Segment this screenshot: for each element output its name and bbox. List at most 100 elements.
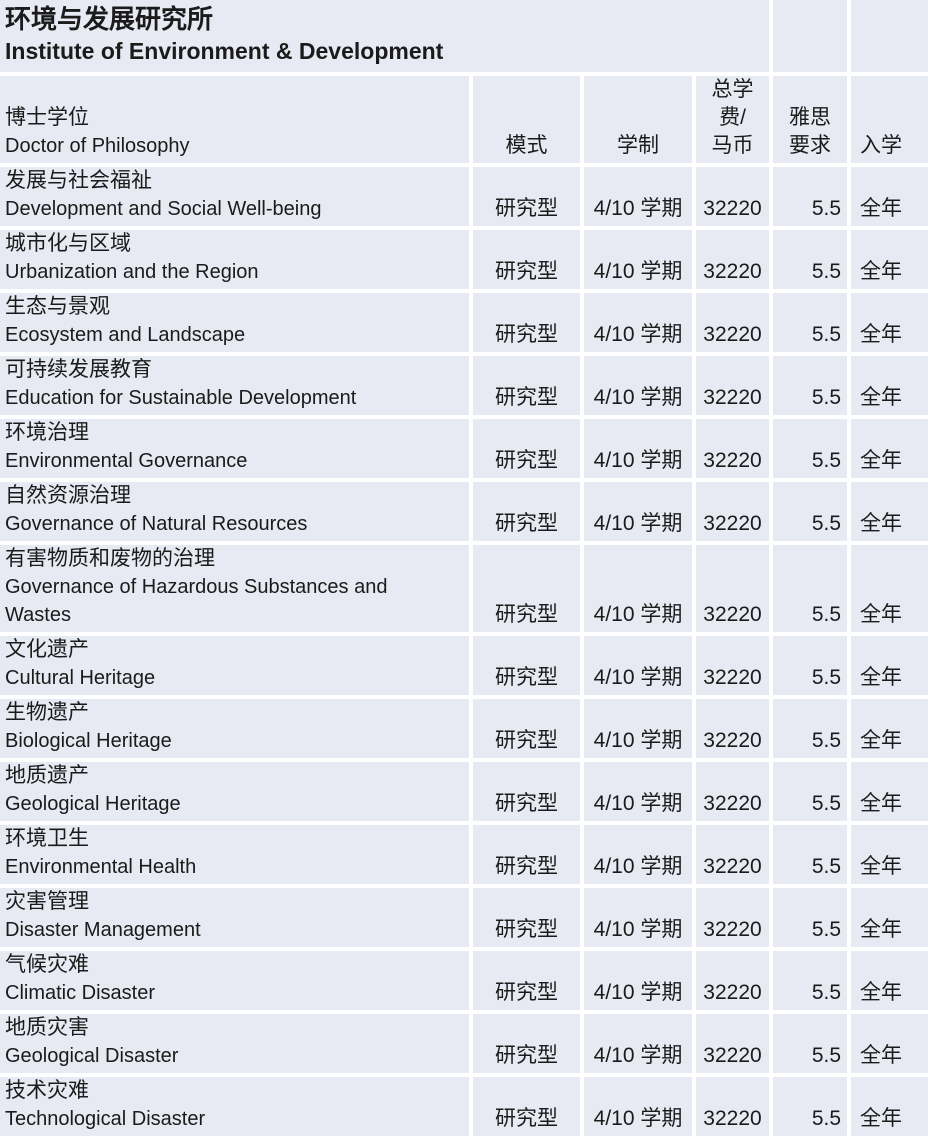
title-row: 环境与发展研究所 Institute of Environment & Deve… (0, 0, 928, 76)
tuition-cell: 32220 (694, 634, 774, 699)
mode-cell: 研究型 (471, 886, 584, 951)
ielts-value: 5.5 (811, 918, 842, 941)
table-row: 文化遗产 Cultural Heritage 研究型 4/10 学期 32220 5.5 全… (0, 634, 928, 699)
ielts-cell: 5.5 (771, 165, 852, 230)
header-mode-label: 模式 (505, 134, 548, 157)
intake-value: 全年 (860, 1107, 903, 1130)
duration-cell: 4/10 学期 (582, 354, 696, 419)
program-cell: 环境治理 Environmental Governance (0, 417, 473, 482)
duration-cell: 4/10 学期 (582, 291, 696, 356)
intake-cell: 全年 (849, 354, 928, 419)
ielts-cell: 5.5 (771, 354, 852, 419)
duration-value: 4/10 学期 (593, 918, 683, 941)
mode-cell: 研究型 (471, 823, 584, 888)
mode-cell: 研究型 (471, 480, 584, 545)
program-name-zh: 城市化与区域 (5, 232, 131, 255)
program-name-en: Geological Disaster (5, 1045, 179, 1067)
tuition-cell: 32220 (694, 417, 774, 482)
program-cell: 生物遗产 Biological Heritage (0, 697, 473, 762)
duration-cell: 4/10 学期 (582, 1075, 696, 1140)
tuition-cell: 32220 (694, 291, 774, 356)
institute-title-cell: 环境与发展研究所 Institute of Environment & Deve… (0, 0, 774, 76)
duration-cell: 4/10 学期 (582, 949, 696, 1014)
table-row: 城市化与区域 Urbanization and the Region 研究型 4/10… (0, 228, 928, 293)
mode-cell: 研究型 (471, 760, 584, 825)
duration-value: 4/10 学期 (593, 603, 683, 626)
duration-cell: 4/10 学期 (582, 697, 696, 762)
table-row: 环境治理 Environmental Governance 研究型 4/10 学期 32… (0, 417, 928, 482)
duration-cell: 4/10 学期 (582, 634, 696, 699)
duration-cell: 4/10 学期 (582, 480, 696, 545)
ielts-value: 5.5 (811, 512, 842, 535)
mode-cell: 研究型 (471, 697, 584, 762)
mode-value: 研究型 (495, 323, 558, 346)
intake-cell: 全年 (849, 760, 928, 825)
tuition-cell: 32220 (694, 480, 774, 545)
duration-cell: 4/10 学期 (582, 165, 696, 230)
program-cell: 自然资源治理 Governance of Natural Resources (0, 480, 473, 545)
intake-cell: 全年 (849, 417, 928, 482)
tuition-cell: 32220 (694, 697, 774, 762)
mode-cell: 研究型 (471, 417, 584, 482)
intake-value: 全年 (860, 603, 903, 626)
mode-cell: 研究型 (471, 228, 584, 293)
ielts-cell: 5.5 (771, 823, 852, 888)
table-row: 地质遗产 Geological Heritage 研究型 4/10 学期 32220 5.… (0, 760, 928, 825)
intake-value: 全年 (860, 323, 903, 346)
mode-value: 研究型 (495, 981, 558, 1004)
program-cell: 生态与景观 Ecosystem and Landscape (0, 291, 473, 356)
tuition-value: 32220 (703, 449, 762, 472)
duration-cell: 4/10 学期 (582, 228, 696, 293)
program-cell: 灾害管理 Disaster Management (0, 886, 473, 951)
intake-cell: 全年 (849, 823, 928, 888)
program-name-zh: 环境治理 (5, 421, 89, 444)
mode-cell: 研究型 (471, 165, 584, 230)
program-cell: 城市化与区域 Urbanization and the Region (0, 228, 473, 293)
table-row: 有害物质和废物的治理 Governance of Hazardous Substa… (0, 543, 928, 636)
ielts-cell: 5.5 (771, 417, 852, 482)
intake-cell: 全年 (849, 228, 928, 293)
program-cell: 地质遗产 Geological Heritage (0, 760, 473, 825)
ielts-value: 5.5 (811, 729, 842, 752)
intake-value: 全年 (860, 729, 903, 752)
duration-cell: 4/10 学期 (582, 760, 696, 825)
table-row: 环境卫生 Environmental Health 研究型 4/10 学期 32220 5… (0, 823, 928, 888)
table-row: 灾害管理 Disaster Management 研究型 4/10 学期 32220 5.… (0, 886, 928, 951)
tuition-cell: 32220 (694, 165, 774, 230)
mode-value: 研究型 (495, 918, 558, 941)
ielts-cell: 5.5 (771, 480, 852, 545)
tuition-cell: 32220 (694, 760, 774, 825)
institute-title-zh: 环境与发展研究所 (5, 4, 214, 34)
program-name-zh: 气候灾难 (5, 953, 89, 976)
program-cell: 地质灾害 Geological Disaster (0, 1012, 473, 1077)
program-name-zh: 灾害管理 (5, 890, 89, 913)
program-name-en: Cultural Heritage (5, 667, 156, 689)
intake-value: 全年 (860, 449, 903, 472)
mode-value: 研究型 (495, 197, 558, 220)
tuition-value: 32220 (703, 386, 762, 409)
tuition-cell: 32220 (694, 354, 774, 419)
mode-value: 研究型 (495, 449, 558, 472)
duration-value: 4/10 学期 (593, 855, 683, 878)
duration-cell: 4/10 学期 (582, 823, 696, 888)
duration-value: 4/10 学期 (593, 666, 683, 689)
ielts-value: 5.5 (811, 603, 842, 626)
tuition-cell: 32220 (694, 823, 774, 888)
program-cell: 可持续发展教育 Education for Sustainable Develop… (0, 354, 473, 419)
intake-cell: 全年 (849, 165, 928, 230)
intake-value: 全年 (860, 260, 903, 283)
table-row: 可持续发展教育 Education for Sustainable Develop… (0, 354, 928, 419)
program-name-zh: 技术灾难 (5, 1079, 89, 1102)
duration-value: 4/10 学期 (593, 512, 683, 535)
ielts-value: 5.5 (811, 1107, 842, 1130)
mode-cell: 研究型 (471, 1012, 584, 1077)
program-name-en: Climatic Disaster (5, 982, 156, 1004)
table-row: 生态与景观 Ecosystem and Landscape 研究型 4/10 学期 32… (0, 291, 928, 356)
ielts-value: 5.5 (811, 855, 842, 878)
mode-cell: 研究型 (471, 634, 584, 699)
program-name-en: Biological Heritage (5, 730, 172, 752)
intake-value: 全年 (860, 792, 903, 815)
mode-value: 研究型 (495, 729, 558, 752)
tuition-cell: 32220 (694, 543, 774, 636)
